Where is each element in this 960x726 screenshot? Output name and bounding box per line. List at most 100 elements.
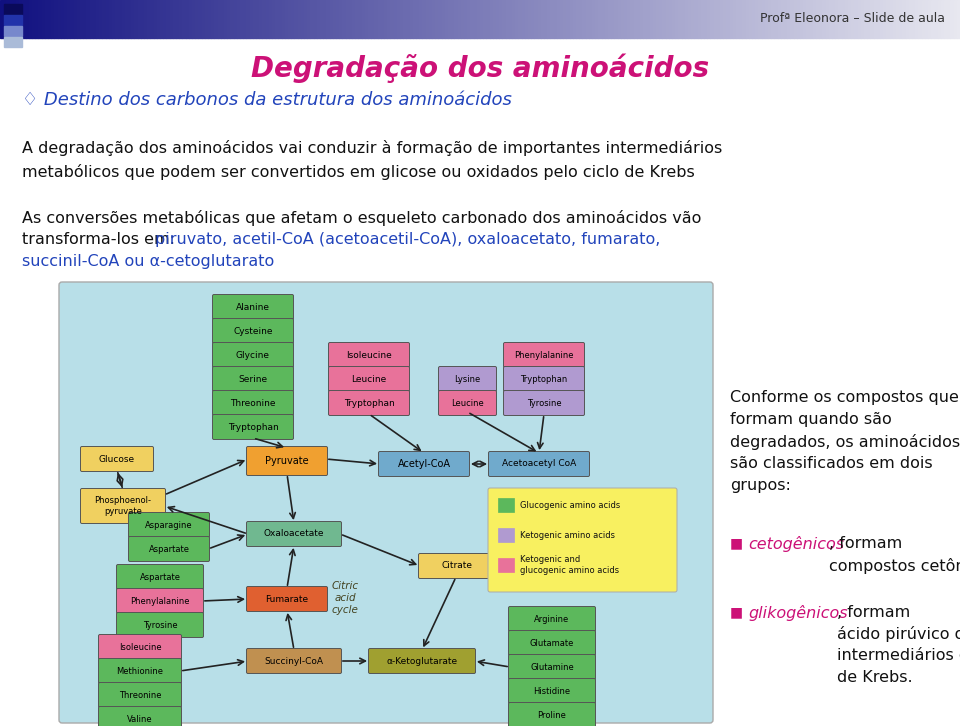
Bar	[826, 0, 828, 38]
Bar	[396, 0, 400, 38]
Text: Threonine: Threonine	[230, 399, 276, 407]
Bar	[176, 0, 180, 38]
FancyBboxPatch shape	[116, 589, 204, 613]
Bar	[948, 0, 950, 38]
Bar	[166, 0, 170, 38]
Bar	[924, 0, 928, 38]
Text: , formam
ácido pirúvico ou
intermediários do ciclo
de Krebs.: , formam ácido pirúvico ou intermediário…	[837, 605, 960, 685]
Bar	[621, 0, 624, 38]
Bar	[74, 0, 77, 38]
Bar	[333, 0, 336, 38]
Bar	[406, 0, 410, 38]
Bar	[890, 0, 893, 38]
Text: Tryptophan: Tryptophan	[228, 423, 278, 431]
Bar	[435, 0, 439, 38]
Bar	[195, 0, 199, 38]
Bar	[730, 0, 732, 38]
Bar	[208, 0, 211, 38]
FancyBboxPatch shape	[99, 635, 181, 659]
Bar	[252, 0, 256, 38]
Bar	[742, 0, 746, 38]
Bar	[828, 0, 832, 38]
Bar	[756, 0, 758, 38]
Bar	[492, 0, 496, 38]
Bar	[70, 0, 74, 38]
Bar	[919, 0, 922, 38]
Bar	[617, 0, 621, 38]
Bar	[112, 0, 115, 38]
Bar	[502, 0, 506, 38]
Bar	[701, 0, 704, 38]
Bar	[717, 0, 720, 38]
Text: Aspartate: Aspartate	[149, 544, 189, 553]
Bar	[758, 0, 761, 38]
FancyBboxPatch shape	[509, 630, 595, 656]
Text: , formam
compostos cetônicos.: , formam compostos cetônicos.	[829, 536, 960, 574]
Bar	[64, 0, 67, 38]
FancyBboxPatch shape	[212, 415, 294, 439]
Bar	[902, 0, 905, 38]
Bar	[550, 0, 554, 38]
Bar	[749, 0, 752, 38]
Bar	[547, 0, 550, 38]
Bar	[384, 0, 387, 38]
Bar	[204, 0, 208, 38]
Bar	[199, 0, 202, 38]
Bar	[612, 0, 614, 38]
Bar	[77, 0, 80, 38]
FancyBboxPatch shape	[503, 343, 585, 367]
Bar	[329, 0, 333, 38]
Bar	[477, 0, 480, 38]
Bar	[771, 0, 775, 38]
Bar	[905, 0, 909, 38]
Bar	[310, 0, 314, 38]
Bar	[259, 0, 262, 38]
Bar	[470, 0, 473, 38]
Bar	[682, 0, 684, 38]
FancyBboxPatch shape	[129, 537, 209, 561]
Text: Lysine: Lysine	[454, 375, 481, 383]
Bar	[512, 0, 516, 38]
FancyBboxPatch shape	[378, 452, 469, 476]
Bar	[358, 0, 362, 38]
Bar	[374, 0, 377, 38]
Bar	[691, 0, 694, 38]
FancyBboxPatch shape	[81, 446, 154, 471]
Bar	[688, 0, 691, 38]
Bar	[132, 0, 134, 38]
Bar	[679, 0, 682, 38]
Bar	[602, 0, 605, 38]
Bar	[307, 0, 310, 38]
Bar	[266, 0, 269, 38]
Bar	[22, 0, 26, 38]
Bar	[45, 0, 48, 38]
Bar	[99, 0, 103, 38]
Bar	[528, 0, 531, 38]
Bar	[237, 0, 240, 38]
Bar	[823, 0, 826, 38]
Text: Phosphoenol-
pyruvate: Phosphoenol- pyruvate	[94, 497, 152, 515]
Bar	[154, 0, 156, 38]
Text: Asparagine: Asparagine	[145, 521, 193, 529]
FancyBboxPatch shape	[328, 367, 410, 391]
Bar	[614, 0, 617, 38]
Bar	[288, 0, 291, 38]
Bar	[794, 0, 797, 38]
Bar	[185, 0, 189, 38]
Bar	[583, 0, 586, 38]
Bar	[256, 0, 259, 38]
Text: Tyrosine: Tyrosine	[527, 399, 562, 407]
Bar	[96, 0, 99, 38]
Bar	[893, 0, 896, 38]
Bar	[957, 0, 960, 38]
Bar	[953, 0, 957, 38]
Bar	[496, 0, 499, 38]
Bar	[144, 0, 147, 38]
Bar	[598, 0, 602, 38]
Text: Tryptophan: Tryptophan	[520, 375, 567, 383]
Bar	[694, 0, 698, 38]
Bar	[240, 0, 243, 38]
Bar	[646, 0, 650, 38]
Bar	[262, 0, 266, 38]
Bar	[391, 0, 394, 38]
